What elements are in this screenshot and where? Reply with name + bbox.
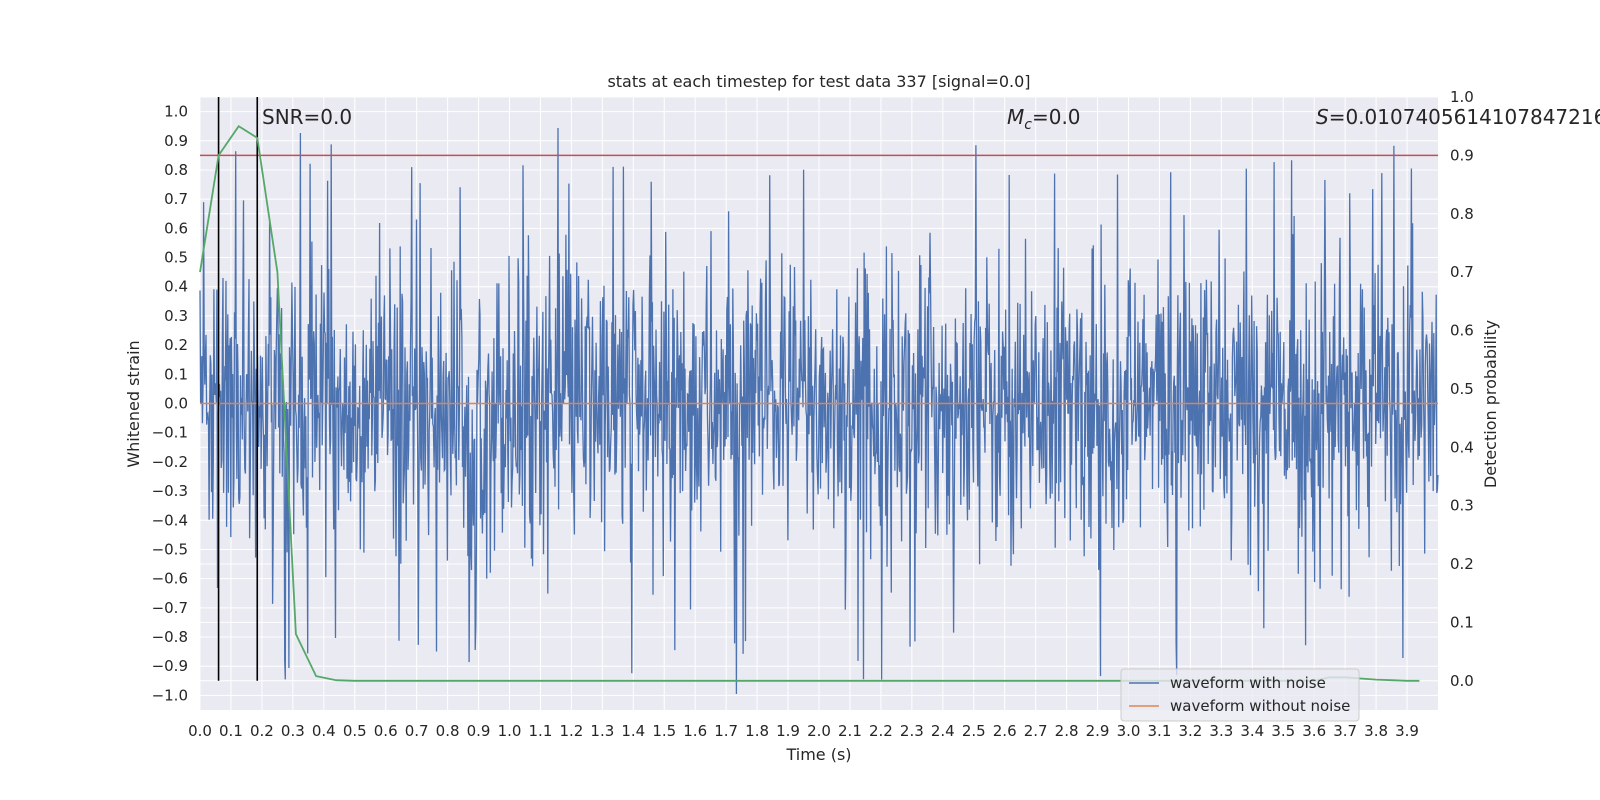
x-tick-label: 3.7 <box>1333 722 1357 740</box>
x-tick-label: 1.7 <box>714 722 738 740</box>
x-tick-label: 1.4 <box>621 722 645 740</box>
y-tick-label-right: 0.7 <box>1450 263 1474 281</box>
y-tick-label-left: −0.5 <box>152 540 188 558</box>
x-tick-labels: 0.0 0.1 0.2 0.3 0.4 0.5 0.6 0.7 0.8 0.9 1.0 1.1 1.2 1… <box>188 722 1419 740</box>
y-tick-label-left: 0.6 <box>164 219 188 237</box>
annotation-mc-value: =0.0 <box>1032 105 1081 129</box>
annotation-mc-symbol: M <box>1007 105 1024 129</box>
chart-title: stats at each timestep for test data 337… <box>607 72 1030 91</box>
annotation-snr: SNR=0.0 <box>262 105 352 129</box>
x-tick-label: 2.2 <box>869 722 893 740</box>
x-tick-label: 1.0 <box>498 722 522 740</box>
x-tick-label: 2.1 <box>838 722 862 740</box>
y-tick-label-right: 0.9 <box>1450 146 1474 164</box>
x-tick-label: 0.7 <box>405 722 429 740</box>
y-tick-label-right: 0.4 <box>1450 438 1474 456</box>
y-tick-label-left: −0.1 <box>152 424 188 442</box>
y-tick-label-left: −0.3 <box>152 482 188 500</box>
y-tick-label-right: 0.8 <box>1450 205 1474 223</box>
x-tick-label: 3.5 <box>1271 722 1295 740</box>
x-tick-label: 2.3 <box>900 722 924 740</box>
x-tick-label: 0.5 <box>343 722 367 740</box>
y-tick-label-left: −0.2 <box>152 453 188 471</box>
y-tick-label-right: 1.0 <box>1450 88 1474 106</box>
y-axis-label-right: Detection probability <box>1481 320 1500 488</box>
x-tick-label: 0.1 <box>219 722 243 740</box>
x-tick-label: 2.8 <box>1055 722 1079 740</box>
x-tick-label: 0.0 <box>188 722 212 740</box>
y-tick-label-left: 0.8 <box>164 161 188 179</box>
annotation-mc-subscript: c <box>1024 117 1032 133</box>
x-tick-label: 0.6 <box>374 722 398 740</box>
x-tick-label: 2.9 <box>1086 722 1110 740</box>
annotation-s-symbol: S <box>1316 105 1329 129</box>
y-tick-label-left: −0.7 <box>152 599 188 617</box>
x-axis-label: Time (s) <box>785 745 851 764</box>
y-tick-label-right: 0.1 <box>1450 613 1474 631</box>
x-tick-label: 0.8 <box>436 722 460 740</box>
y-tick-label-left: −0.9 <box>152 657 188 675</box>
y-tick-label-left: −0.8 <box>152 628 188 646</box>
x-tick-label: 1.3 <box>590 722 614 740</box>
y-tick-labels-right: 1.0 0.9 0.8 0.7 0.6 0.5 0.4 0.3 0.2 0.1 0.0 <box>1450 88 1474 690</box>
x-tick-label: 1.1 <box>529 722 553 740</box>
x-tick-label: 1.9 <box>776 722 800 740</box>
y-tick-label-right: 0.6 <box>1450 322 1474 340</box>
x-tick-label: 1.2 <box>559 722 583 740</box>
y-tick-label-right: 0.3 <box>1450 497 1474 515</box>
x-tick-label: 3.3 <box>1209 722 1233 740</box>
annotation-s-value: =0.0107405614107847216 <box>1329 105 1600 129</box>
y-tick-label-left: 0.4 <box>164 278 188 296</box>
y-tick-label-right: 0.0 <box>1450 672 1474 690</box>
x-tick-label: 2.7 <box>1024 722 1048 740</box>
y-tick-label-left: 0.3 <box>164 307 188 325</box>
y-tick-label-left: 0.0 <box>164 395 188 413</box>
x-tick-label: 1.8 <box>745 722 769 740</box>
y-tick-label-left: 1.0 <box>164 103 188 121</box>
x-tick-label: 3.8 <box>1364 722 1388 740</box>
legend-box <box>1120 668 1360 722</box>
x-tick-label: 3.1 <box>1148 722 1172 740</box>
series-waveform-with-noise <box>199 127 1439 695</box>
x-tick-label: 0.3 <box>281 722 305 740</box>
y-tick-label-left: 0.5 <box>164 249 188 267</box>
x-tick-label: 3.2 <box>1178 722 1202 740</box>
annotation-mc: Mc=0.0 <box>1007 105 1081 133</box>
x-tick-label: 3.6 <box>1302 722 1326 740</box>
x-tick-label: 3.9 <box>1395 722 1419 740</box>
x-tick-label: 2.4 <box>931 722 955 740</box>
y-tick-label-left: 0.2 <box>164 336 188 354</box>
x-tick-label: 2.6 <box>993 722 1017 740</box>
legend-label-clean: waveform without noise <box>1170 697 1350 715</box>
legend-label-noise: waveform with noise <box>1170 674 1326 692</box>
x-tick-label: 1.5 <box>652 722 676 740</box>
y-tick-label-left: 0.1 <box>164 365 188 383</box>
y-tick-label-left: 0.7 <box>164 190 188 208</box>
legend: waveform with noise waveform without noi… <box>1120 668 1360 722</box>
y-axis-label-left: Whitened strain <box>124 340 143 467</box>
annotation-s: S=0.0107405614107847216 <box>1316 105 1600 129</box>
x-tick-label: 0.4 <box>312 722 336 740</box>
x-tick-label: 0.2 <box>250 722 274 740</box>
x-tick-label: 3.0 <box>1117 722 1141 740</box>
y-tick-label-left: −0.4 <box>152 511 188 529</box>
y-tick-label-left: 0.9 <box>164 132 188 150</box>
x-tick-label: 2.5 <box>962 722 986 740</box>
x-tick-label: 1.6 <box>683 722 707 740</box>
series-detection-probability <box>199 124 1420 682</box>
x-tick-label: 0.9 <box>467 722 491 740</box>
y-tick-label-left: −1.0 <box>152 686 188 704</box>
y-tick-label-left: −0.6 <box>152 570 188 588</box>
x-tick-label: 2.0 <box>807 722 831 740</box>
y-tick-label-right: 0.5 <box>1450 380 1474 398</box>
y-tick-label-right: 0.2 <box>1450 555 1474 573</box>
y-tick-labels-left: 1.0 0.9 0.8 0.7 0.6 0.5 0.4 0.3 0.2 0.1 0.0 −0.1 −0.… <box>152 103 188 705</box>
x-tick-label: 3.4 <box>1240 722 1264 740</box>
